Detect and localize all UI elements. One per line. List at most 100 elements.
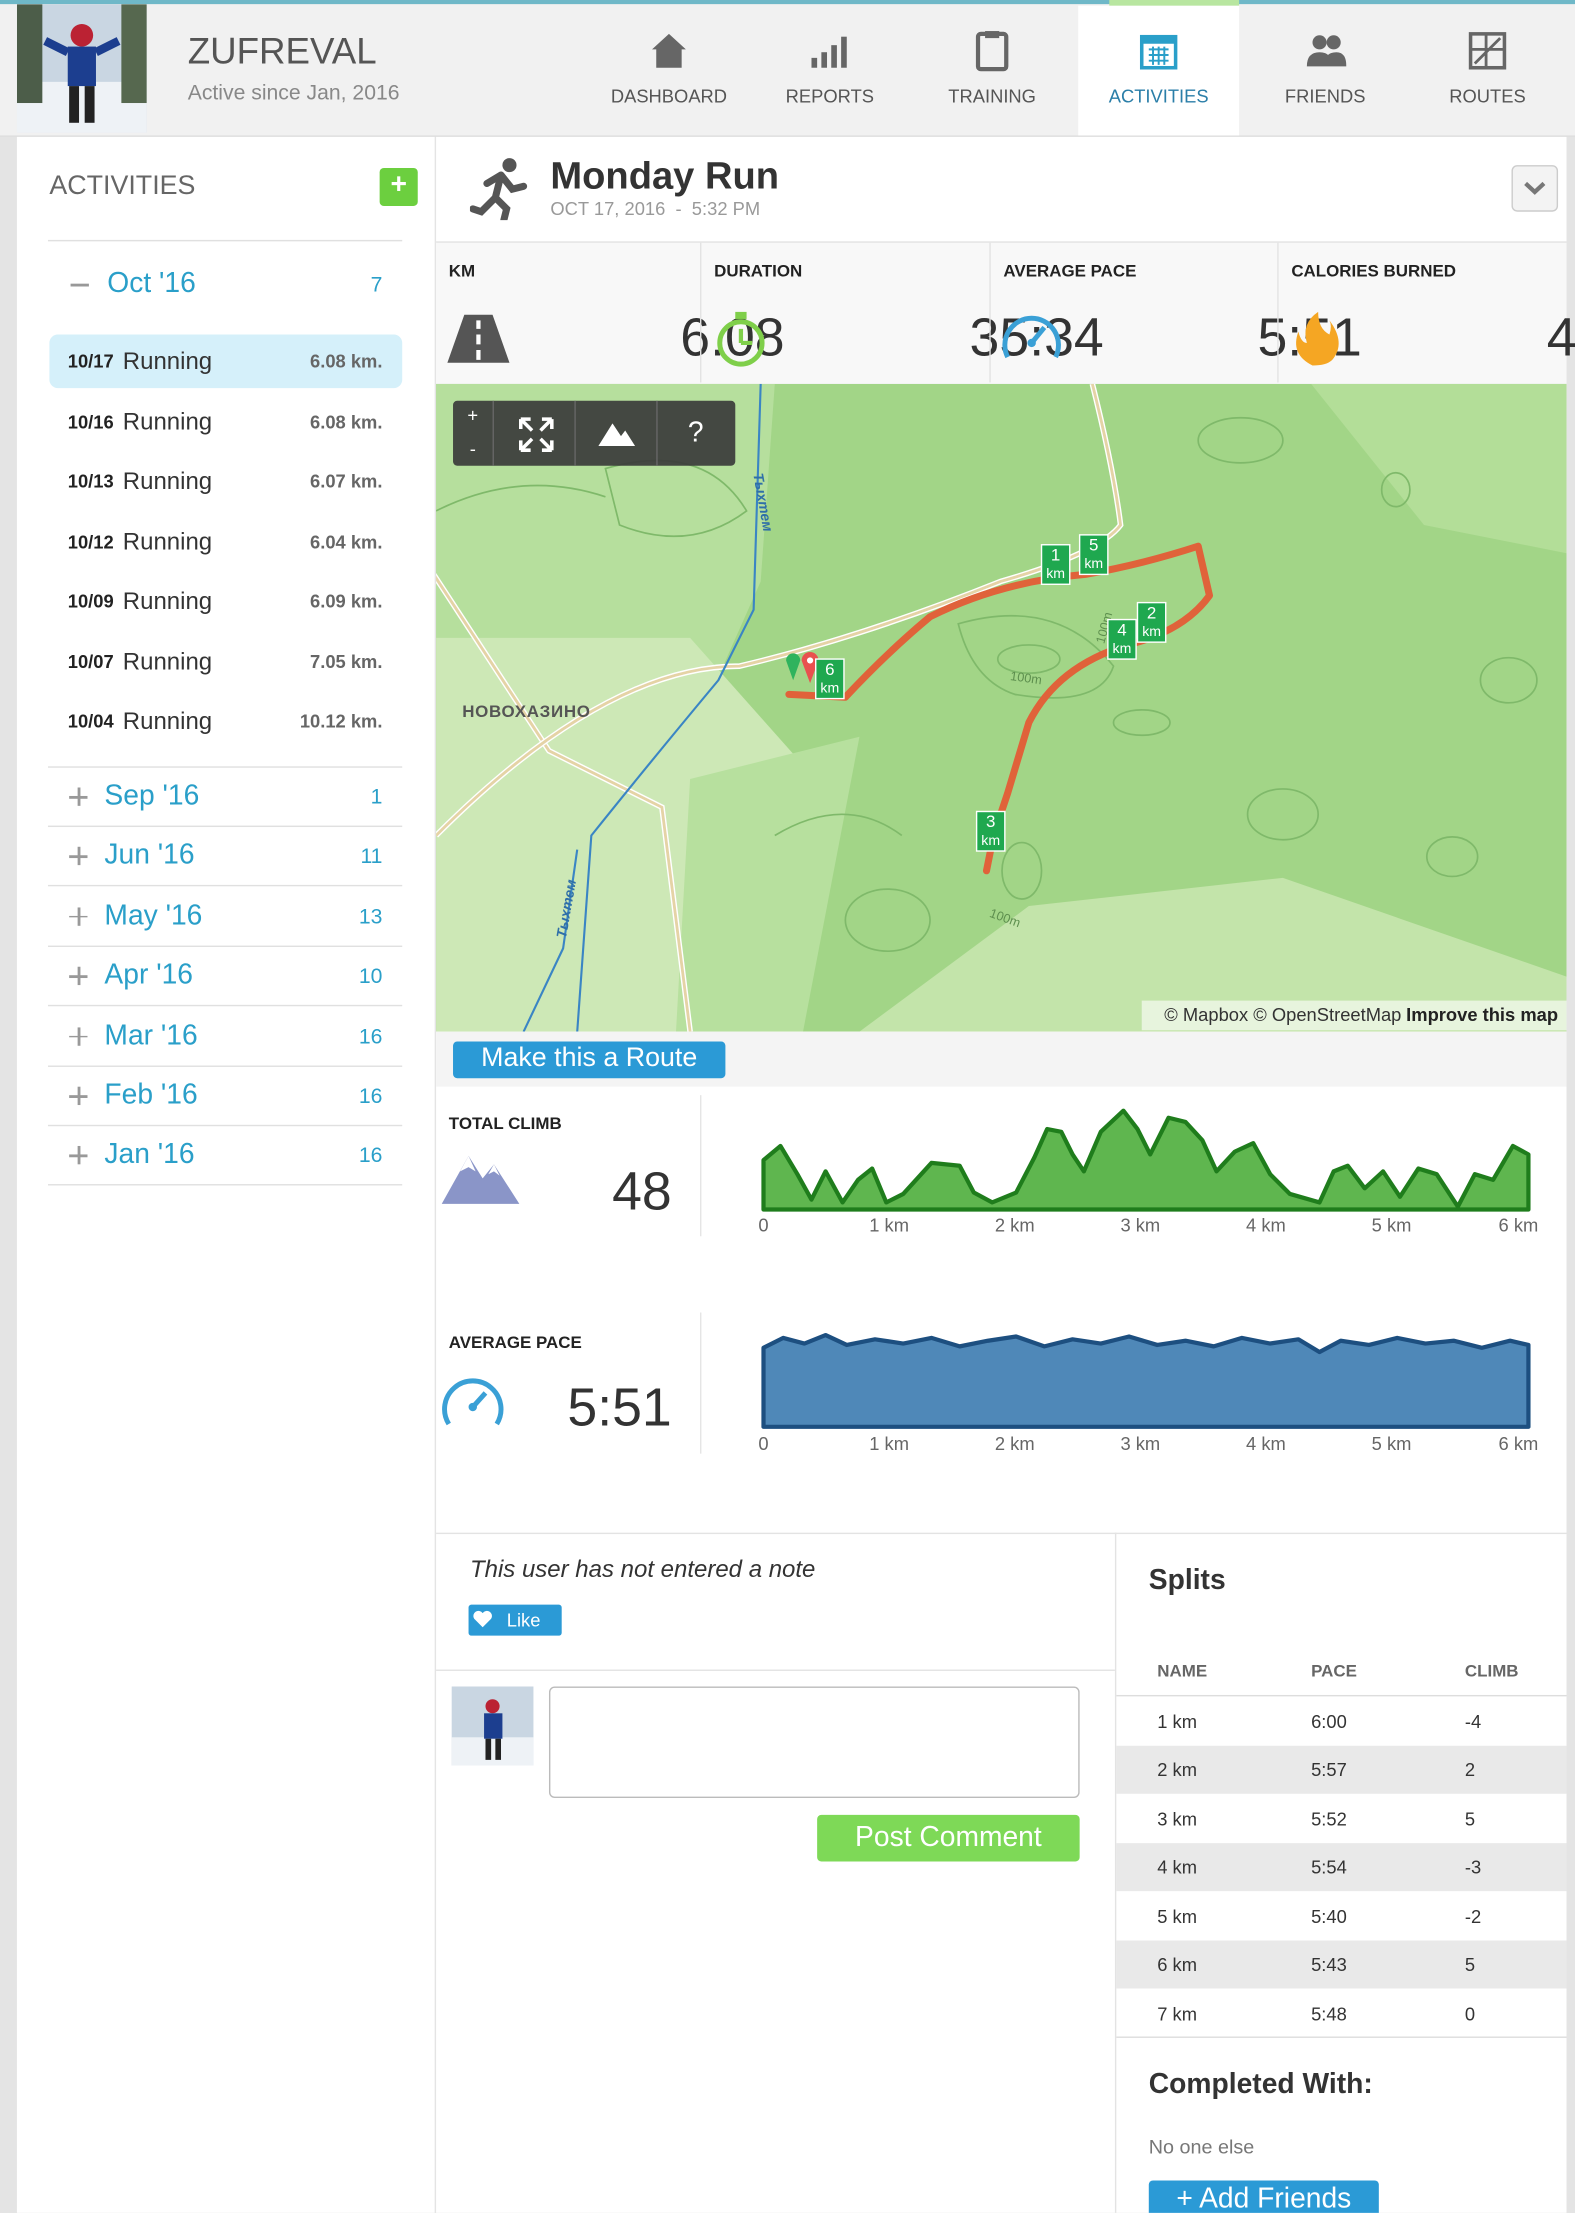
add-activity-button[interactable]	[379, 167, 418, 207]
add-friends-label[interactable]: + Add Friends	[1176, 2183, 1352, 2213]
month-label[interactable]: Feb '16	[104, 1079, 198, 1111]
expand-icon[interactable]	[77, 1086, 80, 1106]
nav-label[interactable]: ROUTES	[1449, 85, 1526, 107]
nav-label[interactable]: FRIENDS	[1284, 85, 1366, 107]
nav-label[interactable]: REPORTS	[785, 85, 875, 107]
make-route-button[interactable]	[453, 1041, 726, 1079]
splits-column-header: CLIMB	[1464, 1661, 1519, 1681]
route-map[interactable]: ТыхтемТыхтемНОВОХАЗИНО100m100m100m1km2km…	[436, 383, 1567, 1032]
expand-icon[interactable]	[77, 907, 80, 926]
activity-date[interactable]: 10/13	[67, 470, 114, 492]
nav-icon-shape	[1306, 52, 1347, 67]
profile-divider	[699, 1095, 702, 1237]
month-label[interactable]: May '16	[104, 900, 203, 932]
activity-date[interactable]: 10/07	[67, 650, 114, 672]
nav-icon[interactable]	[809, 30, 851, 72]
help-button[interactable]: ?	[687, 417, 704, 449]
stat-icon-shape	[1002, 315, 1061, 359]
nav-icon-shape	[1148, 46, 1169, 65]
month-label[interactable]: Jun '16	[104, 840, 195, 872]
activity-date[interactable]: 10/12	[67, 530, 114, 552]
month-label[interactable]: Jan '16	[104, 1139, 195, 1171]
activity-distance: 6.09 km.	[310, 590, 383, 612]
like-button[interactable]	[468, 1604, 562, 1636]
km-marker	[1040, 544, 1071, 585]
x-tick-label: 0	[758, 1214, 769, 1236]
profile-label: TOTAL CLIMB	[448, 1113, 562, 1134]
control-divider	[492, 400, 494, 466]
expand-icon[interactable]	[77, 787, 80, 806]
month-label[interactable]: Apr '16	[104, 959, 193, 991]
activity-distance: 6.08 km.	[310, 410, 383, 432]
nav-label[interactable]: DASHBOARD	[610, 85, 728, 107]
like-label[interactable]: Like	[506, 1609, 541, 1631]
nav-label[interactable]: TRAINING	[948, 85, 1036, 107]
improve-map-link[interactable]: Improve this map	[1406, 1004, 1559, 1026]
x-tick-label: 3 km	[1120, 1433, 1161, 1455]
activity-type[interactable]: Running	[122, 587, 213, 615]
activity-datetime: OCT 17, 2016 - 5:32 PM	[550, 198, 761, 220]
expand-icon[interactable]	[77, 1026, 80, 1046]
month-count: 13	[358, 905, 383, 930]
zoom-in[interactable]: +	[467, 404, 479, 426]
splits-column-header: NAME	[1157, 1661, 1208, 1681]
activity-date[interactable]: 10/17	[67, 350, 114, 372]
x-tick-label: 4 km	[1246, 1433, 1286, 1455]
stat-icon	[1296, 311, 1339, 366]
month-label[interactable]: Sep '16	[104, 780, 200, 812]
attribution-bg	[1141, 1000, 1567, 1031]
activity-type[interactable]: Running	[122, 707, 213, 735]
zoom-out[interactable]: -	[469, 438, 476, 460]
sidebar	[16, 136, 435, 2213]
splits-column-header: PACE	[1311, 1661, 1357, 1681]
nav-icon[interactable]	[971, 30, 1013, 72]
nav-icon[interactable]	[1304, 30, 1347, 72]
activity-date[interactable]: 10/16	[67, 410, 114, 432]
make-route-label[interactable]: Make this a Route	[481, 1043, 698, 1074]
active-since: Active since Jan, 2016	[187, 81, 400, 106]
nav-icon[interactable]	[648, 30, 690, 72]
month-divider	[47, 885, 403, 887]
comment-input[interactable]	[548, 1686, 1080, 1798]
dropdown-button[interactable]	[1511, 165, 1559, 212]
split-cell: 4 km	[1157, 1856, 1198, 1878]
nav-icon[interactable]	[1137, 30, 1179, 72]
post-comment-button[interactable]	[817, 1814, 1080, 1862]
km-marker-number: 4	[1117, 620, 1126, 639]
expand-icon[interactable]	[77, 1146, 80, 1165]
run-icon	[469, 158, 528, 221]
stat-icon	[1002, 315, 1061, 359]
split-cell: 1 km	[1157, 1710, 1198, 1732]
expand-icon[interactable]	[77, 847, 80, 866]
x-tick-label: 0	[758, 1433, 769, 1455]
activity-type[interactable]: Running	[122, 647, 213, 675]
terrain-icon[interactable]	[596, 418, 638, 449]
month-label[interactable]: Oct '16	[107, 268, 196, 300]
add-friends-button[interactable]	[1148, 2180, 1379, 2213]
stat-label: CALORIES BURNED	[1291, 261, 1456, 281]
collapse-icon[interactable]	[70, 283, 89, 286]
activity-date[interactable]: 10/04	[67, 710, 114, 732]
activity-date[interactable]: 10/09	[67, 590, 114, 612]
completed-title: Completed With:	[1148, 2068, 1373, 2100]
month-label[interactable]: Mar '16	[104, 1019, 198, 1051]
nav-label[interactable]: ACTIVITIES	[1108, 85, 1209, 107]
post-comment-label[interactable]: Post Comment	[855, 1821, 1042, 1854]
split-cell: -3	[1464, 1856, 1482, 1878]
add-label[interactable]: +	[390, 169, 407, 201]
activity-type[interactable]: Running	[122, 347, 213, 375]
split-cell: 5:43	[1311, 1953, 1347, 1976]
fullscreen-icon[interactable]	[517, 415, 557, 455]
splits-bottom-line	[1116, 2036, 1567, 2038]
expand-icon[interactable]	[77, 966, 80, 986]
splits-title: Splits	[1148, 1565, 1226, 1597]
activity-type[interactable]: Running	[122, 467, 213, 495]
nav-icon[interactable]	[1466, 30, 1508, 72]
activity-type[interactable]: Running	[122, 407, 213, 435]
activity-type[interactable]: Running	[122, 527, 213, 555]
profile-value: 48	[612, 1162, 672, 1223]
x-tick-label: 6 km	[1498, 1214, 1539, 1236]
map-attribution: © Mapbox © OpenStreetMap	[1164, 1004, 1402, 1026]
x-tick-label: 1 km	[869, 1433, 909, 1455]
note-divider	[436, 1669, 1115, 1671]
